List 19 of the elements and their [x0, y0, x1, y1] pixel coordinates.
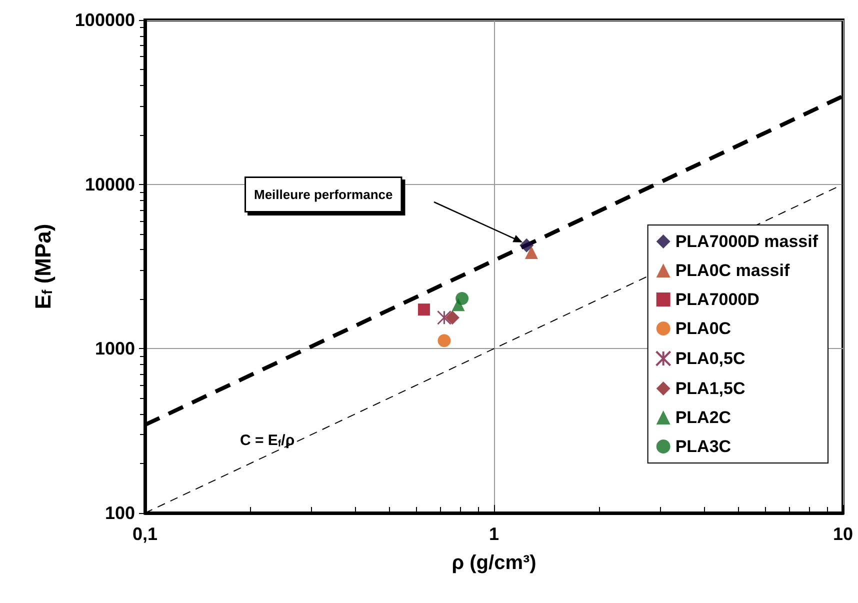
legend-label: PLA0,5C [675, 349, 746, 368]
y-axis-title: Ef (MPa) [30, 224, 56, 310]
x-axis-title: ρ (g/cm³) [452, 552, 536, 574]
legend-label: PLA1,5C [675, 379, 746, 398]
x-tick-label: 0,1 [132, 524, 158, 544]
legend-label: PLA2C [675, 408, 732, 427]
x-tick-label: 10 [832, 524, 854, 544]
y-tick-label: 1000 [94, 338, 135, 359]
y-tick-label: 100000 [74, 10, 135, 30]
legend-label: PLA0C massif [675, 261, 790, 280]
annotation: C = Ef/ρ [240, 432, 295, 450]
legend-label: PLA7000D [675, 290, 760, 309]
y-tick-label: 10000 [84, 174, 135, 194]
legend-label: PLA0C [675, 319, 732, 338]
y-tick-label: 100 [104, 503, 135, 523]
annotation: Meilleure performance [254, 187, 393, 202]
legend-label: PLA7000D massif [675, 232, 818, 251]
x-tick-label: 1 [488, 524, 500, 544]
legend-label: PLA3C [675, 437, 732, 456]
